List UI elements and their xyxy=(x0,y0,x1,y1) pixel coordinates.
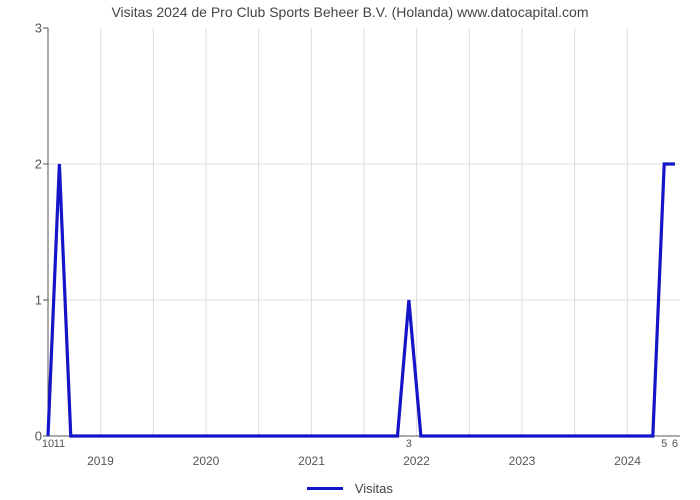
legend-label: Visitas xyxy=(355,481,393,496)
x-year-label: 2020 xyxy=(193,454,220,468)
chart-title: Visitas 2024 de Pro Club Sports Beheer B… xyxy=(0,4,700,20)
x-minor-label: 10 xyxy=(42,438,54,450)
x-minor-label: 11 xyxy=(54,438,65,450)
y-tick-label: 1 xyxy=(14,293,42,308)
legend: Visitas xyxy=(0,480,700,496)
legend-swatch xyxy=(307,487,343,490)
y-tick-label: 3 xyxy=(14,21,42,36)
x-year-label: 2022 xyxy=(403,454,430,468)
y-tick-label: 2 xyxy=(14,157,42,172)
x-minor-label: 3 xyxy=(406,438,412,450)
y-tick-label: 0 xyxy=(14,429,42,444)
x-minor-label: 5 xyxy=(661,438,667,450)
chart-root: Visitas 2024 de Pro Club Sports Beheer B… xyxy=(0,0,700,500)
x-year-label: 2019 xyxy=(87,454,114,468)
x-minor-label: 6 xyxy=(672,438,678,450)
x-year-label: 2023 xyxy=(509,454,536,468)
plot-area xyxy=(48,28,680,436)
x-year-label: 2024 xyxy=(614,454,641,468)
x-year-label: 2021 xyxy=(298,454,325,468)
